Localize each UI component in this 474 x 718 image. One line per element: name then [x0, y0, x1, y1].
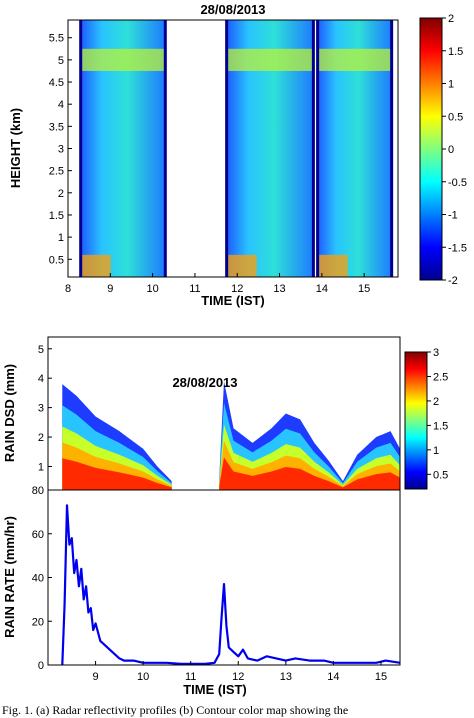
- reflectivity-x-ticks: 8 9 10 11 12 13 14 15: [65, 273, 370, 295]
- rain-rate-y-ticks: 0 20 40 60 80: [32, 485, 52, 672]
- rain-rate-y-tick-label: 60: [32, 529, 44, 541]
- reflectivity-colorbar-tick-label: -2: [448, 275, 458, 287]
- dsd-y-tick-label: 5: [38, 344, 44, 356]
- reflectivity-colorbar-tick-label: 1: [448, 79, 454, 91]
- reflectivity-y-tick-label: 4: [58, 99, 64, 111]
- dsd-colorbar-ticks: 0.5 1 1.5 2 2.5 3: [427, 347, 448, 481]
- dsd-y-tick-label: 4: [38, 373, 44, 385]
- bright-band-2: [226, 48, 314, 71]
- dsd-y-tick-label: 1: [38, 461, 44, 473]
- dsd-y-ticks: 1 2 3 4 5: [38, 344, 52, 473]
- reflectivity-colorbar-tick-label: 0: [448, 144, 454, 156]
- reflectivity-y-tick-label: 0.5: [49, 254, 64, 266]
- reflectivity-x-tick-label: 10: [146, 283, 158, 295]
- reflectivity-x-tick-label: 14: [316, 283, 328, 295]
- low-level-echo-3: [317, 254, 348, 277]
- reflectivity-y-tick-label: 5: [58, 55, 64, 67]
- reflectivity-colorbar: [419, 17, 443, 281]
- dsd-colorbar-tick-label: 3: [433, 347, 439, 359]
- rain-rate-line: [61, 504, 401, 666]
- reflectivity-panel: 8 9 10 11 12 13 14 15 0.511.522.533.544.555.5 2…: [8, 2, 467, 308]
- rain-rate-x-tick-label: 9: [93, 671, 99, 683]
- reflectivity-y-tick-label: 1.5: [49, 210, 64, 222]
- rain-rate-x-tick-label: 11: [185, 671, 196, 683]
- dsd-title: 28/08/2013: [172, 375, 237, 390]
- reflectivity-y-tick-label: 1: [58, 232, 64, 244]
- reflectivity-y-ticks: 0.5 1 1.5 2 2.5 3 3.5 4 4.5 5 5.5: [49, 33, 72, 266]
- rain-rate-x-tick-label: 13: [280, 671, 292, 683]
- dsd-colorbar-tick-label: 2: [433, 396, 439, 408]
- reflectivity-y-tick-label: 4.5: [49, 77, 64, 89]
- reflectivity-colorbar-tick-label: -1: [448, 210, 458, 222]
- reflectivity-y-label: HEIGHT (km): [8, 108, 23, 188]
- dsd-colorbar-tick-label: 2.5: [433, 371, 448, 383]
- reflectivity-colorbar-tick-label: -0.5: [448, 177, 467, 189]
- rain-rate-y-tick-label: 40: [32, 573, 44, 585]
- dsd-y-label: RAIN DSD (mm): [2, 364, 17, 462]
- rain-rate-x-tick-label: 14: [327, 671, 339, 683]
- reflectivity-y-tick-label: 2: [58, 188, 64, 200]
- reflectivity-x-tick-label: 13: [273, 283, 285, 295]
- dsd-colorbar-tick-label: 1: [433, 445, 439, 457]
- rain-rate-x-tick-label: 12: [232, 671, 244, 683]
- rain-rate-y-tick-label: 0: [38, 660, 44, 672]
- reflectivity-title: 28/08/2013: [200, 2, 265, 17]
- reflectivity-x-tick-label: 12: [231, 283, 243, 295]
- dsd-panel: 1 2 3 4 5 28/08/2013 RAIN DSD (mm) 0.5 1 1.5 2 2…: [2, 336, 448, 491]
- rain-rate-x-tick-label: 15: [375, 671, 387, 683]
- reflectivity-y-tick-label: 5.5: [49, 33, 64, 45]
- dsd-y-tick-label: 3: [38, 403, 44, 415]
- low-level-echo-2: [226, 254, 257, 277]
- reflectivity-colorbar-tick-label: 2: [448, 13, 454, 25]
- bright-band-3: [317, 48, 392, 71]
- rain-rate-y-tick-label: 20: [32, 616, 44, 628]
- rain-rate-panel: 9 10 11 12 13 14 15 0 20 40 60 80 TIME (IST) RAIN …: [2, 485, 401, 697]
- reflectivity-echoes: [79, 20, 394, 277]
- reflectivity-y-tick-label: 3: [58, 144, 64, 156]
- reflectivity-colorbar-tick-label: -1.5: [448, 242, 467, 254]
- rain-rate-x-label: TIME (IST): [183, 682, 247, 697]
- reflectivity-x-tick-label: 9: [107, 283, 113, 295]
- low-level-echo-1: [80, 254, 111, 277]
- figure-caption: Fig. 1. (a) Radar reflectivity profiles …: [2, 703, 348, 717]
- dsd-contour-band-1-5: [62, 458, 172, 490]
- reflectivity-x-tick-label: 8: [65, 283, 71, 295]
- rain-rate-x-ticks: 9 10 11 12 13 14 15: [93, 661, 387, 683]
- dsd-colorbar-tick-label: 1.5: [433, 420, 448, 432]
- dsd-colorbar-tick-label: 0.5: [433, 469, 448, 481]
- reflectivity-colorbar-ticks: -2 -1.5 -1 -0.5 0 0.5 1 1.5 2: [442, 13, 467, 287]
- reflectivity-x-tick-label: 11: [189, 283, 200, 295]
- reflectivity-colorbar-tick-label: 1.5: [448, 46, 463, 58]
- rain-rate-y-tick-label: 80: [32, 485, 44, 497]
- dsd-y-tick-label: 2: [38, 432, 44, 444]
- reflectivity-x-tick-label: 15: [358, 283, 370, 295]
- dsd-contour-band-2-5: [219, 457, 400, 490]
- reflectivity-y-tick-label: 2.5: [49, 166, 64, 178]
- reflectivity-colorbar-tick-label: 0.5: [448, 111, 463, 123]
- rain-rate-x-tick-label: 10: [137, 671, 149, 683]
- dsd-colorbar: [404, 351, 428, 490]
- reflectivity-y-tick-label: 3.5: [49, 121, 64, 133]
- reflectivity-x-label: TIME (IST): [201, 293, 265, 308]
- rain-rate-y-label: RAIN RATE (mm/hr): [2, 516, 17, 638]
- bright-band-1: [80, 48, 166, 71]
- dsd-contours: [62, 381, 400, 490]
